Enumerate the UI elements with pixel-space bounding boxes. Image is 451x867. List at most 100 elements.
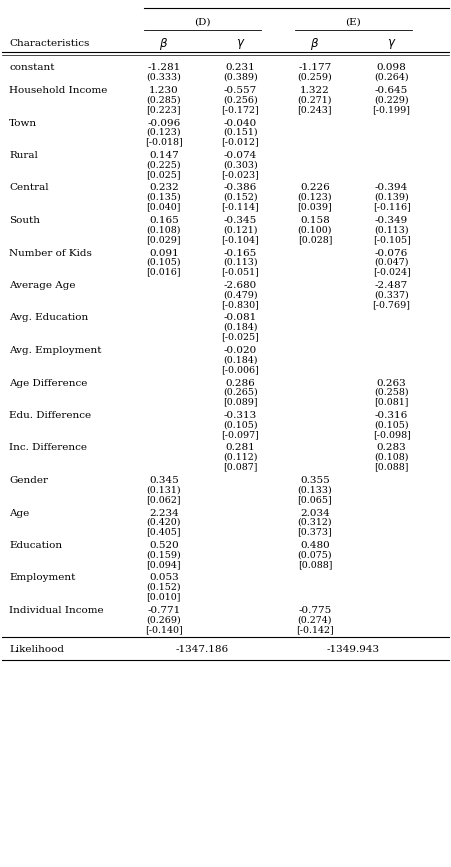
- Text: (0.274): (0.274): [298, 616, 332, 624]
- Text: South: South: [9, 216, 40, 225]
- Text: (0.121): (0.121): [223, 225, 258, 234]
- Text: [-0.012]: [-0.012]: [221, 138, 259, 147]
- Text: Town: Town: [9, 119, 37, 127]
- Text: (E): (E): [345, 17, 361, 27]
- Text: (0.258): (0.258): [374, 388, 409, 397]
- Text: 0.283: 0.283: [377, 444, 406, 453]
- Text: (0.159): (0.159): [147, 551, 181, 559]
- Text: -0.345: -0.345: [224, 216, 257, 225]
- Text: [0.088]: [0.088]: [374, 462, 409, 472]
- Text: [-0.023]: [-0.023]: [221, 170, 259, 179]
- Text: Household Income: Household Income: [9, 86, 107, 95]
- Text: -0.313: -0.313: [224, 411, 257, 420]
- Text: 0.286: 0.286: [226, 379, 255, 388]
- Text: Edu. Difference: Edu. Difference: [9, 411, 91, 420]
- Text: [-0.114]: [-0.114]: [221, 203, 259, 212]
- Text: (0.108): (0.108): [147, 225, 181, 234]
- Text: 0.098: 0.098: [377, 63, 406, 72]
- Text: -0.074: -0.074: [224, 151, 257, 160]
- Text: -0.081: -0.081: [224, 314, 257, 323]
- Text: [0.243]: [0.243]: [298, 105, 332, 114]
- Text: constant: constant: [9, 63, 55, 72]
- Text: [-0.104]: [-0.104]: [221, 235, 259, 244]
- Text: (0.229): (0.229): [374, 95, 409, 105]
- Text: (0.312): (0.312): [298, 518, 332, 527]
- Text: (0.133): (0.133): [298, 486, 332, 494]
- Text: 0.158: 0.158: [300, 216, 330, 225]
- Text: [0.065]: [0.065]: [298, 495, 332, 504]
- Text: [0.028]: [0.028]: [298, 235, 332, 244]
- Text: [-0.199]: [-0.199]: [373, 105, 410, 114]
- Text: [0.010]: [0.010]: [147, 592, 181, 602]
- Text: [0.089]: [0.089]: [223, 397, 258, 407]
- Text: (0.184): (0.184): [223, 355, 258, 364]
- Text: [-0.140]: [-0.140]: [145, 625, 183, 634]
- Text: [0.223]: [0.223]: [147, 105, 181, 114]
- Text: [0.039]: [0.039]: [298, 203, 332, 212]
- Text: (0.420): (0.420): [147, 518, 181, 527]
- Text: [0.087]: [0.087]: [223, 462, 258, 472]
- Text: -1.281: -1.281: [147, 63, 180, 72]
- Text: [0.088]: [0.088]: [298, 560, 332, 569]
- Text: [0.094]: [0.094]: [147, 560, 181, 569]
- Text: [-0.018]: [-0.018]: [145, 138, 183, 147]
- Text: $\gamma$: $\gamma$: [236, 37, 245, 51]
- Text: [0.405]: [0.405]: [147, 527, 181, 537]
- Text: -0.096: -0.096: [147, 119, 180, 127]
- Text: [-0.024]: [-0.024]: [373, 268, 410, 277]
- Text: 2.034: 2.034: [300, 509, 330, 518]
- Text: -0.771: -0.771: [147, 606, 180, 615]
- Text: (0.479): (0.479): [223, 290, 258, 299]
- Text: (0.112): (0.112): [223, 453, 258, 462]
- Text: (0.389): (0.389): [223, 73, 258, 81]
- Text: -0.557: -0.557: [224, 86, 257, 95]
- Text: [0.040]: [0.040]: [147, 203, 181, 212]
- Text: (0.152): (0.152): [147, 583, 181, 592]
- Text: (0.303): (0.303): [223, 160, 258, 170]
- Text: (0.259): (0.259): [298, 73, 332, 81]
- Text: (0.265): (0.265): [223, 388, 258, 397]
- Text: (0.151): (0.151): [223, 128, 258, 137]
- Text: [-0.142]: [-0.142]: [296, 625, 334, 634]
- Text: Age: Age: [9, 509, 29, 518]
- Text: -1349.943: -1349.943: [327, 644, 380, 654]
- Text: Individual Income: Individual Income: [9, 606, 104, 615]
- Text: Average Age: Average Age: [9, 281, 75, 290]
- Text: 0.226: 0.226: [300, 184, 330, 192]
- Text: Education: Education: [9, 541, 62, 550]
- Text: (0.135): (0.135): [147, 193, 181, 202]
- Text: Age Difference: Age Difference: [9, 379, 87, 388]
- Text: 1.322: 1.322: [300, 86, 330, 95]
- Text: -0.645: -0.645: [375, 86, 408, 95]
- Text: (0.113): (0.113): [374, 225, 409, 234]
- Text: [0.081]: [0.081]: [374, 397, 409, 407]
- Text: (D): (D): [194, 17, 211, 27]
- Text: [-0.172]: [-0.172]: [221, 105, 259, 114]
- Text: (0.256): (0.256): [223, 95, 258, 105]
- Text: (0.269): (0.269): [147, 616, 181, 624]
- Text: -0.316: -0.316: [375, 411, 408, 420]
- Text: [-0.098]: [-0.098]: [373, 430, 410, 439]
- Text: $\gamma$: $\gamma$: [387, 37, 396, 51]
- Text: (0.131): (0.131): [147, 486, 181, 494]
- Text: [-0.097]: [-0.097]: [221, 430, 259, 439]
- Text: 0.480: 0.480: [300, 541, 330, 550]
- Text: (0.105): (0.105): [147, 258, 181, 267]
- Text: 2.234: 2.234: [149, 509, 179, 518]
- Text: [-0.051]: [-0.051]: [221, 268, 259, 277]
- Text: [-0.025]: [-0.025]: [221, 333, 259, 342]
- Text: [0.016]: [0.016]: [147, 268, 181, 277]
- Text: -0.394: -0.394: [375, 184, 408, 192]
- Text: Avg. Employment: Avg. Employment: [9, 346, 101, 355]
- Text: [0.373]: [0.373]: [298, 527, 332, 537]
- Text: (0.105): (0.105): [223, 420, 258, 429]
- Text: (0.047): (0.047): [374, 258, 409, 267]
- Text: (0.108): (0.108): [374, 453, 409, 462]
- Text: [-0.105]: [-0.105]: [373, 235, 410, 244]
- Text: $\beta$: $\beta$: [310, 36, 319, 52]
- Text: Central: Central: [9, 184, 49, 192]
- Text: -0.040: -0.040: [224, 119, 257, 127]
- Text: (0.123): (0.123): [298, 193, 332, 202]
- Text: 0.345: 0.345: [149, 476, 179, 485]
- Text: 0.053: 0.053: [149, 573, 179, 583]
